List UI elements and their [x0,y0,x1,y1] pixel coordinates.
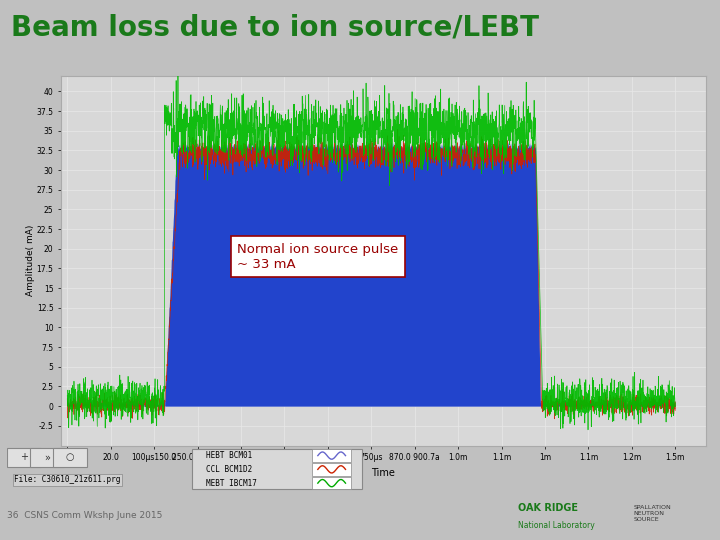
Text: MEBT IBCM17: MEBT IBCM17 [206,478,256,488]
FancyBboxPatch shape [312,463,351,476]
Text: ○: ○ [66,453,74,462]
FancyBboxPatch shape [7,448,41,467]
Text: OAK RIDGE: OAK RIDGE [518,503,578,514]
Text: »: » [44,453,50,462]
Text: File: C30610_21z611.prg: File: C30610_21z611.prg [14,475,121,484]
FancyBboxPatch shape [53,448,86,467]
Text: HEBT BCM01: HEBT BCM01 [206,451,252,460]
Y-axis label: Amplitude( mA): Amplitude( mA) [26,225,35,296]
FancyBboxPatch shape [312,449,351,462]
FancyBboxPatch shape [312,477,351,489]
Text: 36  CSNS Comm Wkshp June 2015: 36 CSNS Comm Wkshp June 2015 [7,511,163,520]
Text: National Laboratory: National Laboratory [518,521,595,530]
FancyBboxPatch shape [192,449,361,489]
Text: +: + [20,453,28,462]
X-axis label: Time: Time [372,468,395,478]
Text: Normal ion source pulse
~ 33 mA: Normal ion source pulse ~ 33 mA [238,242,399,271]
FancyBboxPatch shape [30,448,64,467]
Text: Beam loss due to ion source/LEBT: Beam loss due to ion source/LEBT [11,14,539,42]
Text: SPALLATION
NEUTRON
SOURCE: SPALLATION NEUTRON SOURCE [634,505,671,522]
Text: CCL BCM1D2: CCL BCM1D2 [206,465,252,474]
